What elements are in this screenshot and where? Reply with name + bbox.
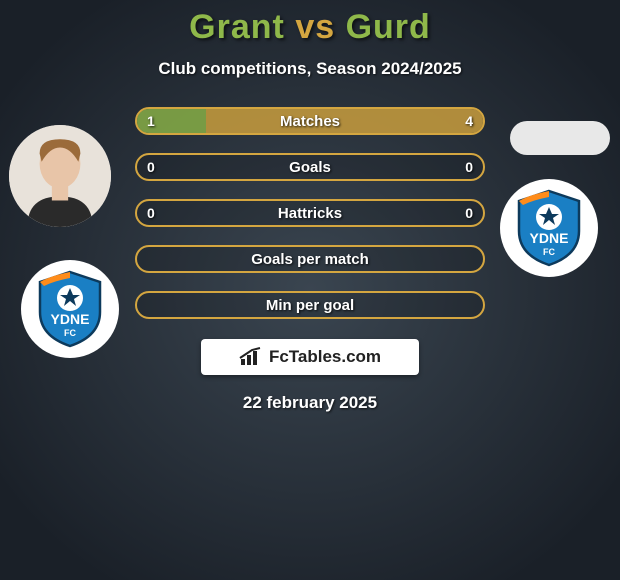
person-icon (9, 125, 111, 227)
stat-label: Goals per match (137, 251, 483, 268)
title-player1: Grant (189, 8, 285, 46)
stat-label: Min per goal (137, 297, 483, 314)
club-shield-icon: YDNE FC (36, 270, 104, 348)
stat-row: 00Goals (135, 153, 485, 181)
brand-link[interactable]: FcTables.com (201, 339, 419, 375)
stat-row: 14Matches (135, 107, 485, 135)
player1-avatar (9, 125, 111, 227)
title-player2: Gurd (346, 8, 431, 46)
stat-label: Hattricks (137, 205, 483, 222)
player1-club-badge: YDNE FC (21, 260, 119, 358)
stat-label: Matches (137, 113, 483, 130)
svg-text:FC: FC (543, 247, 555, 257)
subtitle: Club competitions, Season 2024/2025 (0, 59, 620, 79)
stat-row: Goals per match (135, 245, 485, 273)
date-label: 22 february 2025 (0, 393, 620, 413)
chart-icon (239, 347, 263, 367)
title-vs: vs (295, 8, 335, 46)
brand-text: FcTables.com (269, 347, 381, 367)
player2-club-badge: YDNE FC (500, 179, 598, 277)
stats-container: 14Matches 00Goals 00Hattricks Goals per mat… (135, 107, 485, 319)
stat-row: Min per goal (135, 291, 485, 319)
stat-label: Goals (137, 159, 483, 176)
club-shield-icon: YDNE FC (515, 189, 583, 267)
stat-row: 00Hattricks (135, 199, 485, 227)
svg-text:YDNE: YDNE (51, 311, 90, 327)
comparison-title: Grant vs Gurd (0, 0, 620, 47)
player2-avatar (510, 121, 610, 155)
svg-text:FC: FC (64, 328, 76, 338)
svg-text:YDNE: YDNE (530, 230, 569, 246)
